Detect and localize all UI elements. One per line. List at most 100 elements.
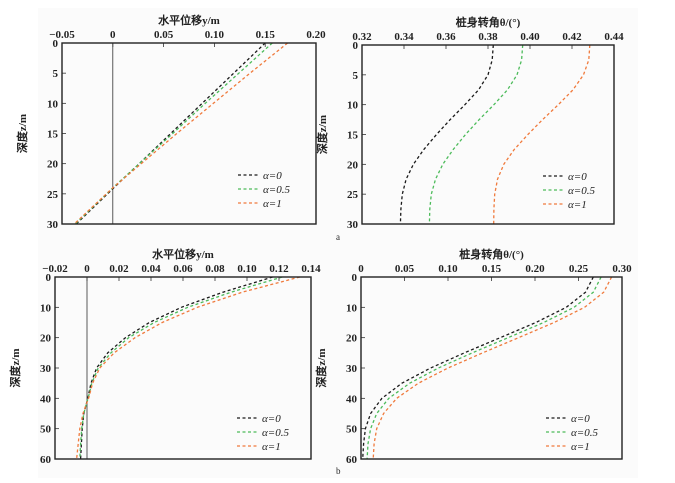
x-tick-label: 0.02 bbox=[109, 263, 129, 275]
x-tick-label: 0.10 bbox=[237, 263, 257, 275]
series-line-alpha0 bbox=[79, 276, 273, 460]
x-tick-label: 0.34 bbox=[394, 31, 414, 43]
x-tick-label: 0.38 bbox=[478, 31, 498, 43]
y-tick-label: 10 bbox=[347, 100, 359, 112]
legend-label: α=0 bbox=[263, 170, 282, 182]
x-tick-label: 0.20 bbox=[525, 263, 545, 275]
x-axis-title: 桩身转角θ/(°) bbox=[459, 247, 524, 261]
x-axis-title: 水平位移y/m bbox=[158, 13, 220, 27]
x-axis-title: 桩身转角θ/(°) bbox=[456, 15, 521, 29]
y-tick-label: 50 bbox=[40, 424, 52, 436]
x-tick-label: 0 bbox=[110, 29, 116, 41]
y-tick-label: 30 bbox=[346, 363, 358, 375]
y-axis-title: 深度z/m bbox=[314, 348, 328, 387]
x-tick-label: 0.25 bbox=[569, 263, 589, 275]
y-axis-title: 深度z/m bbox=[15, 114, 29, 153]
series-line-alpha1 bbox=[75, 276, 300, 460]
x-tick-label: 0.05 bbox=[154, 29, 174, 41]
x-tick-label: 0.20 bbox=[306, 29, 326, 41]
y-tick-label: 0 bbox=[353, 40, 359, 52]
y-tick-label: 30 bbox=[47, 219, 59, 231]
y-tick-label: 25 bbox=[347, 189, 359, 201]
y-tick-label: 15 bbox=[347, 130, 359, 142]
y-tick-label: 60 bbox=[40, 454, 52, 466]
legend: α=0 α=0.5 α=1 bbox=[238, 170, 290, 210]
x-tick-label: 0.04 bbox=[141, 263, 161, 275]
plot-area bbox=[361, 277, 622, 459]
series-line-alpha1 bbox=[73, 42, 289, 225]
y-tick-label: 25 bbox=[47, 189, 59, 201]
x-tick-label: 0.15 bbox=[482, 263, 502, 275]
y-tick-label: 0 bbox=[352, 272, 358, 284]
y-tick-label: 30 bbox=[40, 363, 52, 375]
series-line-alpha05 bbox=[79, 276, 283, 460]
legend-label: α=1 bbox=[568, 199, 587, 211]
x-tick-label: 0 bbox=[358, 263, 364, 275]
x-tick-label: 0.44 bbox=[604, 31, 624, 43]
plot-frame bbox=[61, 42, 317, 225]
legend: α=0 α=0.5 α=1 bbox=[546, 413, 598, 453]
y-tick-label: 10 bbox=[346, 302, 358, 314]
y-tick-label: 40 bbox=[40, 393, 52, 405]
x-tick-label: 0.40 bbox=[520, 31, 540, 43]
plot-frame bbox=[361, 44, 615, 225]
x-tick-label: 0.12 bbox=[269, 263, 289, 275]
y-tick-label: 0 bbox=[53, 38, 59, 50]
series-line-alpha1 bbox=[372, 276, 613, 460]
y-tick-label: 50 bbox=[346, 424, 358, 436]
x-tick-label: 0.30 bbox=[612, 263, 632, 275]
y-tick-label: 0 bbox=[46, 272, 52, 284]
y-tick-label: 20 bbox=[47, 159, 59, 171]
x-tick-label: 0.06 bbox=[173, 263, 193, 275]
legend-label: α=0 bbox=[568, 171, 587, 183]
y-tick-label: 10 bbox=[47, 98, 59, 110]
y-tick-label: 60 bbox=[346, 454, 358, 466]
chart-a-displacement: −0.05 0 0.05 0.10 0.15 0.20051015202530水平位移y/… bbox=[15, 13, 326, 231]
series-line-alpha0 bbox=[399, 44, 494, 225]
legend-label: α=1 bbox=[262, 441, 281, 453]
y-tick-label: 5 bbox=[353, 70, 359, 82]
x-tick-label: 0 bbox=[84, 263, 90, 275]
legend: α=0 α=0.5 α=1 bbox=[543, 171, 595, 211]
chart-b-displacement: −0.02 0 0.02 0.04 0.06 0.08 0.10 0.12 0.14010203… bbox=[8, 247, 321, 466]
x-tick-label: 0.36 bbox=[436, 31, 456, 43]
x-tick-label: 0.42 bbox=[562, 31, 582, 43]
y-tick-label: 15 bbox=[47, 129, 59, 141]
panel-label-a: a bbox=[336, 232, 340, 242]
legend-label: α=0 bbox=[571, 413, 590, 425]
x-tick-label: 0.05 bbox=[395, 263, 415, 275]
x-tick-label: 0.10 bbox=[205, 29, 225, 41]
panel-label-b: b bbox=[336, 466, 341, 476]
legend-label: α=1 bbox=[263, 198, 282, 210]
plot-frame bbox=[54, 276, 312, 460]
x-axis-title: 水平位移y/m bbox=[152, 247, 214, 261]
y-tick-label: 40 bbox=[346, 393, 358, 405]
legend: α=0 α=0.5 α=1 bbox=[237, 413, 289, 453]
legend-label: α=0.5 bbox=[262, 427, 289, 439]
y-axis-title: 深度z/m bbox=[315, 115, 329, 154]
series-line-alpha0 bbox=[362, 276, 594, 460]
x-tick-label: 0.32 bbox=[352, 31, 372, 43]
x-tick-label: 0.14 bbox=[301, 263, 321, 275]
legend-label: α=0.5 bbox=[568, 185, 595, 197]
chart-b-rotation: 0 0.05 0.10 0.15 0.20 0.25 0.30 0 10 20 30 40 50 60 桩身… bbox=[314, 247, 632, 466]
legend-label: α=1 bbox=[571, 441, 590, 453]
y-axis-title: 深度z/m bbox=[8, 348, 22, 387]
x-tick-label: 0.10 bbox=[438, 263, 458, 275]
y-tick-label: 20 bbox=[347, 159, 359, 171]
x-tick-label: −0.05 bbox=[49, 29, 75, 41]
y-tick-label: 20 bbox=[346, 333, 358, 345]
legend-label: α=0 bbox=[262, 413, 281, 425]
x-tick-label: 0.15 bbox=[256, 29, 276, 41]
y-tick-label: 5 bbox=[53, 68, 59, 80]
x-tick-label: −0.02 bbox=[42, 263, 68, 275]
legend-label: α=0.5 bbox=[263, 184, 290, 196]
series-line-alpha1 bbox=[493, 44, 591, 225]
y-tick-label: 20 bbox=[40, 333, 52, 345]
x-tick-label: 0.08 bbox=[205, 263, 225, 275]
plot-frame bbox=[360, 276, 623, 460]
chart-a-rotation: 0.32 0.34 0.36 0.38 0.40 0.42 0.44 0 5 10 15 20 25 30… bbox=[315, 15, 624, 231]
y-tick-label: 30 bbox=[347, 219, 359, 231]
plot-area bbox=[62, 43, 316, 224]
